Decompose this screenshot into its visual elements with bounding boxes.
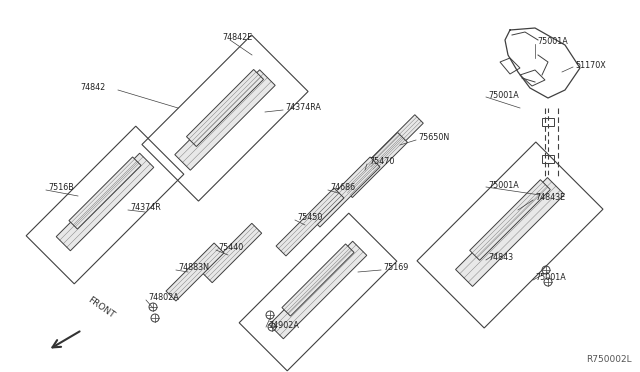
Text: 74842: 74842 bbox=[80, 83, 105, 93]
Polygon shape bbox=[276, 188, 344, 256]
Text: 75440: 75440 bbox=[218, 244, 243, 253]
Text: 75001A: 75001A bbox=[535, 273, 566, 282]
Polygon shape bbox=[56, 153, 154, 251]
Text: 74843: 74843 bbox=[488, 253, 513, 263]
Polygon shape bbox=[186, 70, 264, 147]
Text: 75450: 75450 bbox=[297, 214, 323, 222]
Text: R750002L: R750002L bbox=[586, 355, 632, 364]
Text: 74374RA: 74374RA bbox=[285, 103, 321, 112]
Text: FRONT: FRONT bbox=[86, 295, 116, 320]
Text: 74374R: 74374R bbox=[130, 203, 161, 212]
Text: 74883N: 74883N bbox=[178, 263, 209, 273]
Polygon shape bbox=[166, 243, 224, 301]
Text: 75470: 75470 bbox=[369, 157, 394, 167]
Text: 7516B: 7516B bbox=[48, 183, 74, 192]
Polygon shape bbox=[456, 177, 564, 286]
Text: 74802A: 74802A bbox=[148, 294, 179, 302]
Polygon shape bbox=[175, 70, 275, 170]
Text: 75650N: 75650N bbox=[418, 134, 449, 142]
Polygon shape bbox=[202, 223, 262, 283]
Polygon shape bbox=[310, 157, 380, 227]
Text: 74902A: 74902A bbox=[268, 321, 299, 330]
Text: 75001A: 75001A bbox=[537, 38, 568, 46]
Polygon shape bbox=[342, 132, 408, 198]
Text: 74843E: 74843E bbox=[535, 193, 565, 202]
Polygon shape bbox=[269, 241, 367, 339]
Polygon shape bbox=[367, 115, 423, 171]
Text: 51170X: 51170X bbox=[575, 61, 605, 70]
Bar bbox=[542, 118, 554, 126]
Bar bbox=[542, 155, 554, 163]
Text: 75001A: 75001A bbox=[488, 180, 519, 189]
Polygon shape bbox=[69, 157, 141, 229]
Polygon shape bbox=[282, 244, 354, 316]
Polygon shape bbox=[470, 180, 550, 260]
Text: 75169: 75169 bbox=[383, 263, 408, 273]
Text: 75001A: 75001A bbox=[488, 90, 519, 99]
Text: 74686: 74686 bbox=[330, 183, 355, 192]
Text: 74842E: 74842E bbox=[222, 33, 252, 42]
